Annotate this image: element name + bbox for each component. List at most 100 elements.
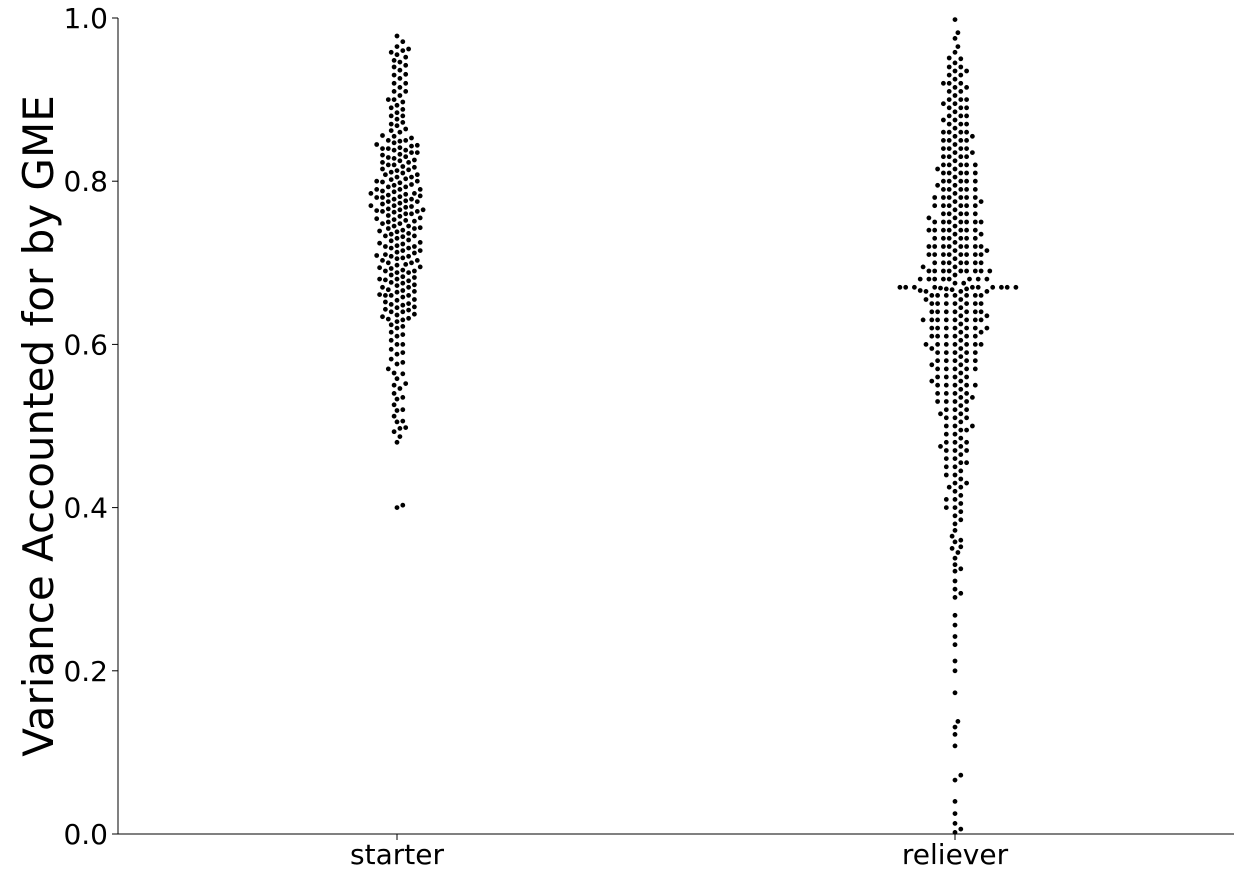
point-reliever (931, 235, 938, 242)
point-starter (399, 308, 406, 315)
point-starter (402, 210, 409, 217)
point-starter (388, 253, 395, 260)
point-starter (405, 292, 412, 299)
point-reliever (951, 406, 958, 413)
point-reliever (931, 194, 938, 201)
x-tick-label-starter: starter (350, 838, 444, 871)
point-starter (385, 225, 392, 232)
point-starter (402, 197, 409, 204)
point-starter (402, 183, 409, 190)
point-reliever (972, 365, 979, 372)
point-reliever (951, 724, 958, 731)
point-reliever (940, 170, 947, 177)
point-reliever (951, 496, 958, 503)
point-starter (405, 159, 412, 166)
point-starter (417, 192, 424, 199)
point-reliever (957, 484, 964, 491)
point-reliever (951, 341, 958, 348)
point-reliever (925, 267, 932, 274)
point-reliever (940, 251, 947, 258)
point-reliever (963, 365, 970, 372)
point-starter (391, 155, 398, 162)
point-reliever (946, 121, 953, 128)
point-reliever (951, 555, 958, 562)
point-reliever (949, 286, 956, 293)
point-starter (396, 92, 403, 99)
point-reliever (963, 341, 970, 348)
point-reliever (922, 288, 929, 295)
point-reliever (951, 280, 958, 287)
point-starter (385, 154, 392, 161)
point-reliever (951, 84, 958, 91)
point-starter (382, 171, 389, 178)
point-starter (414, 257, 421, 264)
point-reliever (978, 308, 985, 315)
point-reliever (978, 251, 985, 258)
point-starter (393, 109, 400, 116)
point-starter (385, 365, 392, 372)
point-reliever (957, 88, 964, 95)
point-reliever (946, 170, 953, 177)
point-reliever (940, 243, 947, 250)
point-reliever (951, 365, 958, 372)
point-starter (411, 157, 418, 164)
point-reliever (934, 182, 941, 189)
point-starter (396, 200, 403, 207)
point-starter (399, 254, 406, 261)
point-reliever (972, 235, 979, 242)
point-starter (402, 217, 409, 224)
point-reliever (931, 284, 938, 291)
point-reliever (957, 516, 964, 523)
point-reliever (963, 161, 970, 168)
point-starter (376, 228, 383, 235)
point-starter (388, 292, 395, 299)
point-starter (399, 406, 406, 413)
point-reliever (978, 267, 985, 274)
point-reliever (940, 161, 947, 168)
point-reliever (972, 357, 979, 364)
point-starter (385, 205, 392, 212)
point-starter (417, 247, 424, 254)
point-reliever (943, 471, 950, 478)
point-starter (402, 204, 409, 211)
point-reliever (946, 145, 953, 152)
point-reliever (989, 284, 996, 291)
point-starter (393, 249, 400, 256)
point-reliever (957, 537, 964, 544)
point-starter (408, 196, 415, 203)
point-reliever (957, 243, 964, 250)
point-reliever (946, 153, 953, 160)
point-reliever (957, 361, 964, 368)
point-reliever (963, 129, 970, 136)
point-reliever (946, 137, 953, 144)
point-starter (379, 284, 386, 291)
point-reliever (951, 373, 958, 380)
point-reliever (957, 121, 964, 128)
point-starter (399, 99, 406, 106)
point-starter (388, 104, 395, 111)
point-starter (402, 54, 409, 61)
point-reliever (934, 349, 941, 356)
point-reliever (951, 141, 958, 148)
point-reliever (946, 129, 953, 136)
point-reliever (963, 459, 970, 466)
point-starter (396, 144, 403, 151)
point-reliever (957, 394, 964, 401)
point-reliever (951, 731, 958, 738)
point-starter (399, 170, 406, 177)
point-starter (379, 179, 386, 186)
point-starter (382, 243, 389, 250)
point-reliever (957, 112, 964, 119)
point-starter (408, 181, 415, 188)
point-reliever (934, 398, 941, 405)
point-reliever (957, 178, 964, 185)
point-reliever (963, 112, 970, 119)
point-starter (396, 179, 403, 186)
point-starter (402, 147, 409, 154)
point-starter (393, 102, 400, 109)
point-reliever (954, 29, 961, 36)
point-reliever (972, 170, 979, 177)
point-reliever (957, 590, 964, 597)
point-reliever (978, 219, 985, 226)
